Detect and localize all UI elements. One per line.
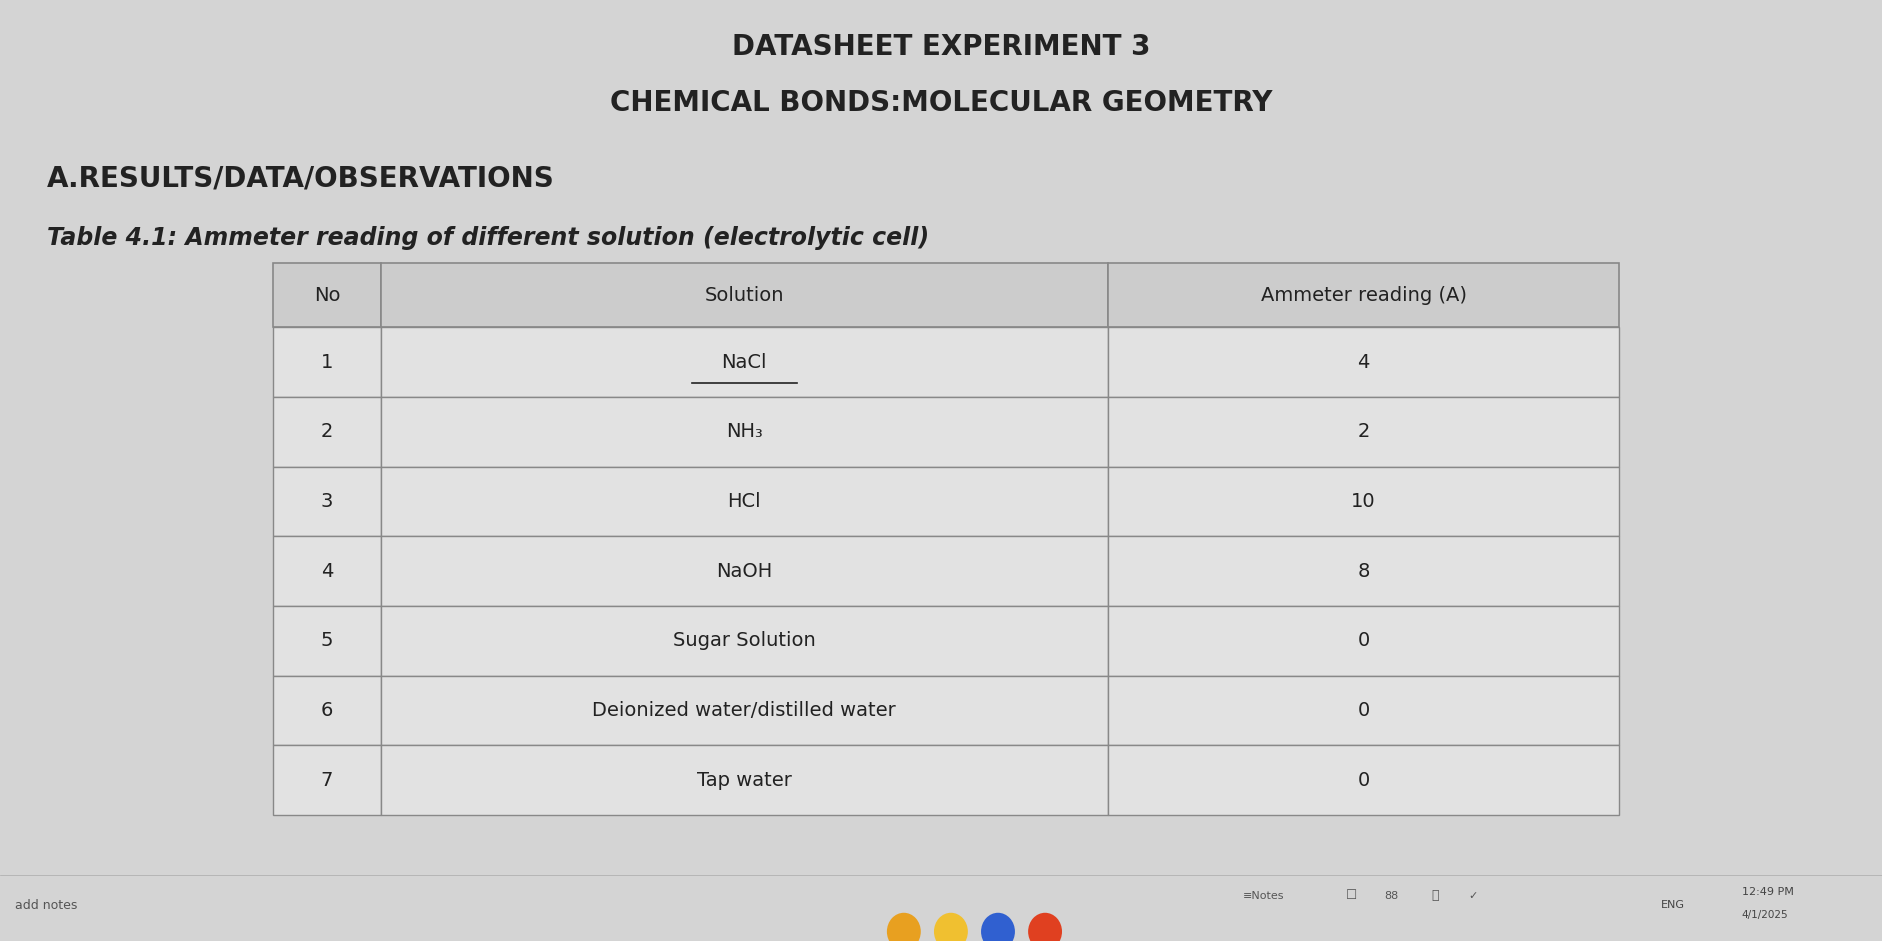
Ellipse shape xyxy=(981,913,1014,941)
Text: 4/1/2025: 4/1/2025 xyxy=(1741,910,1788,919)
Text: 4: 4 xyxy=(1357,353,1368,372)
Text: Solution: Solution xyxy=(704,286,783,305)
Bar xyxy=(380,536,1107,606)
Text: NaCl: NaCl xyxy=(721,353,766,372)
Bar xyxy=(273,536,380,606)
Text: add notes: add notes xyxy=(15,899,77,912)
Bar xyxy=(1107,536,1619,606)
Text: 10: 10 xyxy=(1351,492,1376,511)
Text: NaOH: NaOH xyxy=(715,562,772,581)
Bar xyxy=(380,397,1107,467)
Text: 0: 0 xyxy=(1357,771,1368,789)
Bar xyxy=(380,327,1107,397)
Bar xyxy=(273,397,380,467)
Bar xyxy=(273,467,380,536)
Ellipse shape xyxy=(1028,913,1061,941)
Text: 8: 8 xyxy=(1357,562,1368,581)
Text: ENG: ENG xyxy=(1660,901,1684,910)
Bar xyxy=(273,327,380,397)
Bar xyxy=(273,676,380,745)
Ellipse shape xyxy=(933,913,967,941)
Bar xyxy=(1107,397,1619,467)
Text: DATASHEET EXPERIMENT 3: DATASHEET EXPERIMENT 3 xyxy=(732,33,1150,61)
Text: 0: 0 xyxy=(1357,631,1368,650)
Bar xyxy=(1107,467,1619,536)
Text: ✓: ✓ xyxy=(1468,891,1477,901)
Text: NH₃: NH₃ xyxy=(725,423,762,441)
Bar xyxy=(380,606,1107,676)
Text: Ammeter reading (A): Ammeter reading (A) xyxy=(1259,286,1466,305)
Bar xyxy=(380,745,1107,815)
Text: A.RESULTS/DATA/OBSERVATIONS: A.RESULTS/DATA/OBSERVATIONS xyxy=(47,165,555,193)
Bar xyxy=(380,467,1107,536)
Text: 5: 5 xyxy=(320,631,333,650)
Text: 6: 6 xyxy=(320,701,333,720)
Text: Deionized water/distilled water: Deionized water/distilled water xyxy=(593,701,896,720)
Bar xyxy=(1107,263,1619,327)
Text: HCl: HCl xyxy=(726,492,760,511)
Bar xyxy=(273,745,380,815)
Text: 2: 2 xyxy=(1357,423,1368,441)
Text: 88: 88 xyxy=(1383,891,1398,901)
Text: 12:49 PM: 12:49 PM xyxy=(1741,887,1794,897)
Bar xyxy=(273,606,380,676)
Text: Table 4.1: Ammeter reading of different solution (electrolytic cell): Table 4.1: Ammeter reading of different … xyxy=(47,226,928,250)
Text: 4: 4 xyxy=(320,562,333,581)
Bar xyxy=(1107,606,1619,676)
Text: ≡Notes: ≡Notes xyxy=(1242,891,1284,901)
Bar xyxy=(380,676,1107,745)
Text: ☐: ☐ xyxy=(1346,889,1357,902)
Text: ⎕: ⎕ xyxy=(1430,889,1438,902)
Text: CHEMICAL BONDS:MOLECULAR GEOMETRY: CHEMICAL BONDS:MOLECULAR GEOMETRY xyxy=(610,89,1272,118)
Bar xyxy=(380,263,1107,327)
Text: 1: 1 xyxy=(320,353,333,372)
Bar xyxy=(1107,745,1619,815)
Bar xyxy=(273,263,380,327)
Text: 3: 3 xyxy=(320,492,333,511)
Ellipse shape xyxy=(886,913,920,941)
Bar xyxy=(1107,327,1619,397)
Text: No: No xyxy=(314,286,341,305)
Text: Sugar Solution: Sugar Solution xyxy=(672,631,815,650)
Text: 2: 2 xyxy=(320,423,333,441)
Text: 7: 7 xyxy=(320,771,333,789)
Text: Tap water: Tap water xyxy=(696,771,790,789)
Text: 0: 0 xyxy=(1357,701,1368,720)
Bar xyxy=(1107,676,1619,745)
